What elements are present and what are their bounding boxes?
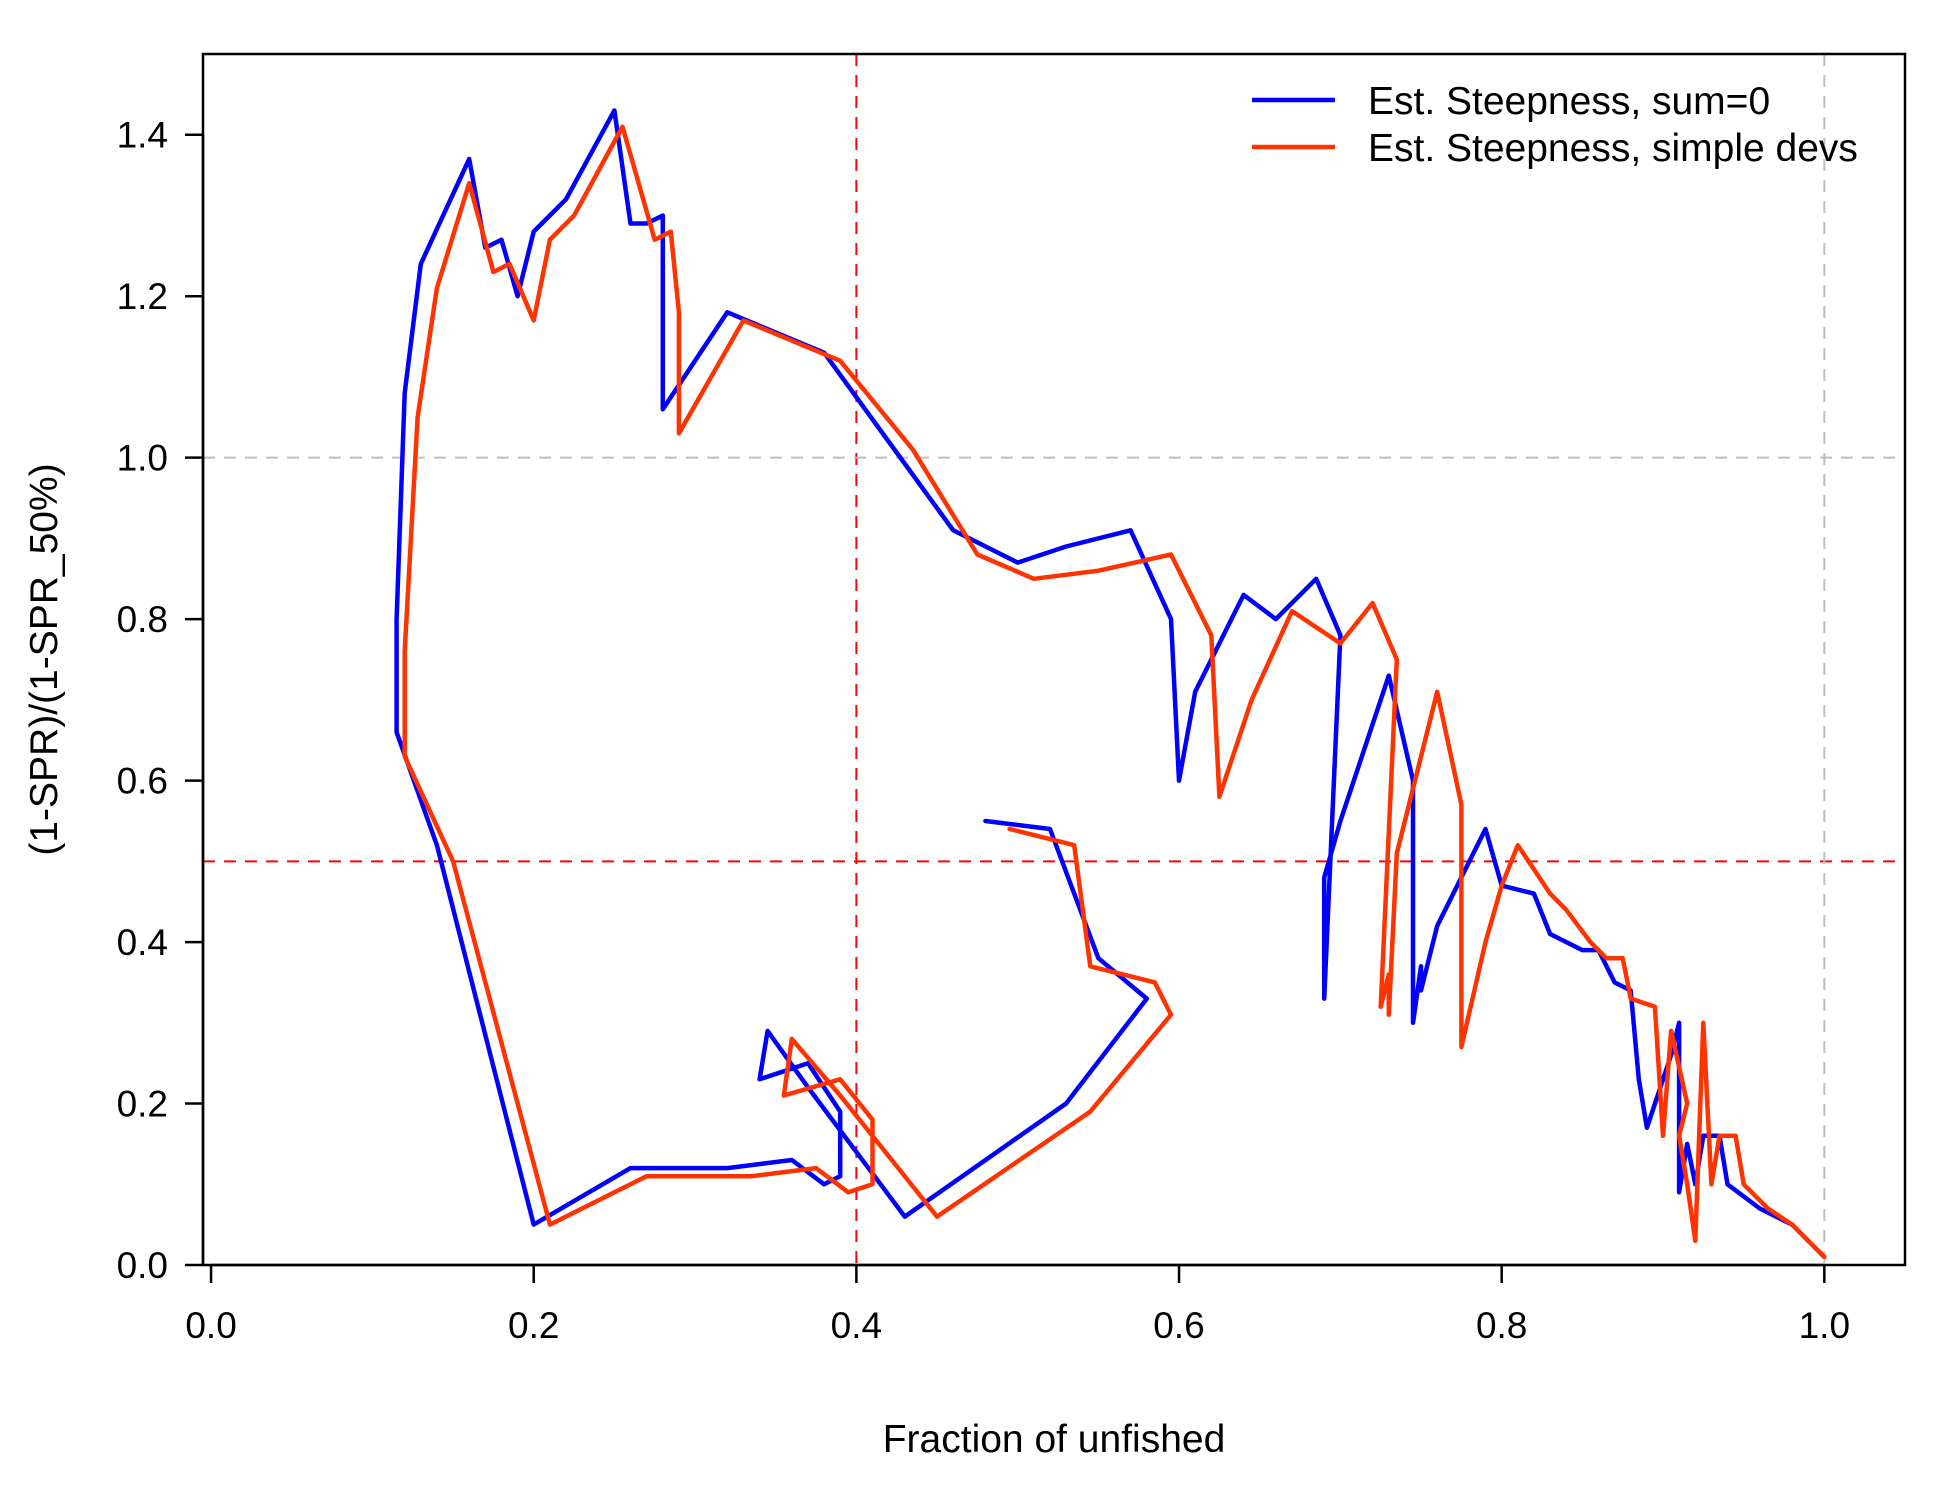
series-layer xyxy=(394,108,1827,1260)
y-tick-label: 0.0 xyxy=(117,1245,168,1286)
x-tick-label: 0.6 xyxy=(1153,1305,1204,1346)
x-tick-label: 0.8 xyxy=(1476,1305,1527,1346)
y-tick-label: 0.4 xyxy=(117,922,168,963)
y-tick-label: 1.0 xyxy=(117,438,168,479)
y-tick-label: 0.8 xyxy=(117,599,168,640)
x-tick-label: 0.4 xyxy=(831,1305,882,1346)
legend-label-1: Est. Steepness, sum=0 xyxy=(1368,80,1770,123)
y-axis: 0.0 0.2 0.4 0.6 0.8 1.0 1.2 1.4 xyxy=(117,115,205,1286)
x-axis: 0.0 0.2 0.4 0.6 0.8 1.0 xyxy=(185,1263,1850,1346)
x-tick-label: 0.0 xyxy=(185,1305,236,1346)
y-axis-title: (1-SPR)/(1-SPR_50%) xyxy=(23,463,66,855)
y-tick-label: 0.2 xyxy=(117,1084,168,1125)
x-tick-label: 0.2 xyxy=(508,1305,559,1346)
y-tick-label: 1.2 xyxy=(117,276,168,317)
y-tick-label: 0.6 xyxy=(117,761,168,802)
series-line-2 xyxy=(402,124,1827,1260)
y-tick-label: 1.4 xyxy=(117,115,168,156)
legend-label-2: Est. Steepness, simple devs xyxy=(1368,127,1858,170)
x-axis-title: Fraction of unfished xyxy=(883,1418,1226,1461)
reference-lines xyxy=(203,54,1905,1265)
x-tick-label: 1.0 xyxy=(1799,1305,1850,1346)
